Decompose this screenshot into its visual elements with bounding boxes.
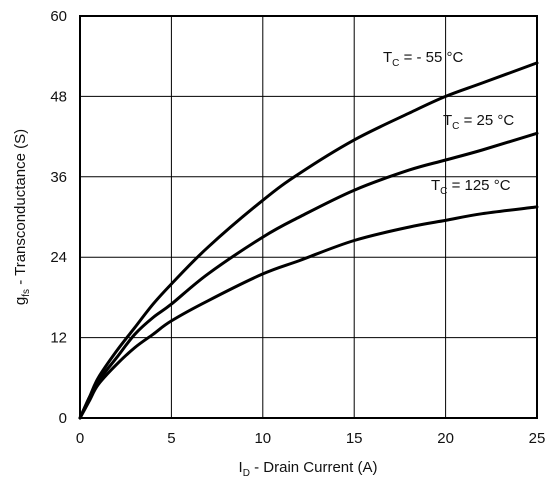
x-tick-label: 15 xyxy=(346,430,363,447)
curve-tc-minus55 xyxy=(78,61,539,420)
x-tick-label: 10 xyxy=(254,430,271,447)
series-label-125: TC = 125 °C xyxy=(431,177,511,197)
y-axis-label: gfs - Transconductance (S) xyxy=(12,129,32,305)
x-tick-label: 20 xyxy=(437,430,454,447)
x-tick-label: 25 xyxy=(529,430,546,447)
y-tick-label: 0 xyxy=(59,410,67,427)
y-tick-label: 48 xyxy=(50,88,67,105)
curves xyxy=(78,61,539,420)
series-label-minus55: TC = - 55 °C xyxy=(383,49,464,69)
y-tick-labels: 0 12 24 36 48 60 xyxy=(50,8,67,427)
x-axis-label: ID - Drain Current (A) xyxy=(239,459,378,479)
x-tick-label: 5 xyxy=(167,430,175,447)
y-tick-label: 60 xyxy=(50,8,67,25)
y-tick-label: 36 xyxy=(50,169,67,186)
y-tick-label: 24 xyxy=(50,249,67,266)
series-label-25: TC = 25 °C xyxy=(443,112,514,132)
curve-tc-25 xyxy=(78,131,539,420)
y-tick-label: 12 xyxy=(50,330,67,347)
x-tick-label: 0 xyxy=(76,430,84,447)
curve-tc-125 xyxy=(78,205,539,420)
plot-frame xyxy=(79,15,538,419)
x-tick-labels: 0 5 10 15 20 25 xyxy=(76,430,546,447)
